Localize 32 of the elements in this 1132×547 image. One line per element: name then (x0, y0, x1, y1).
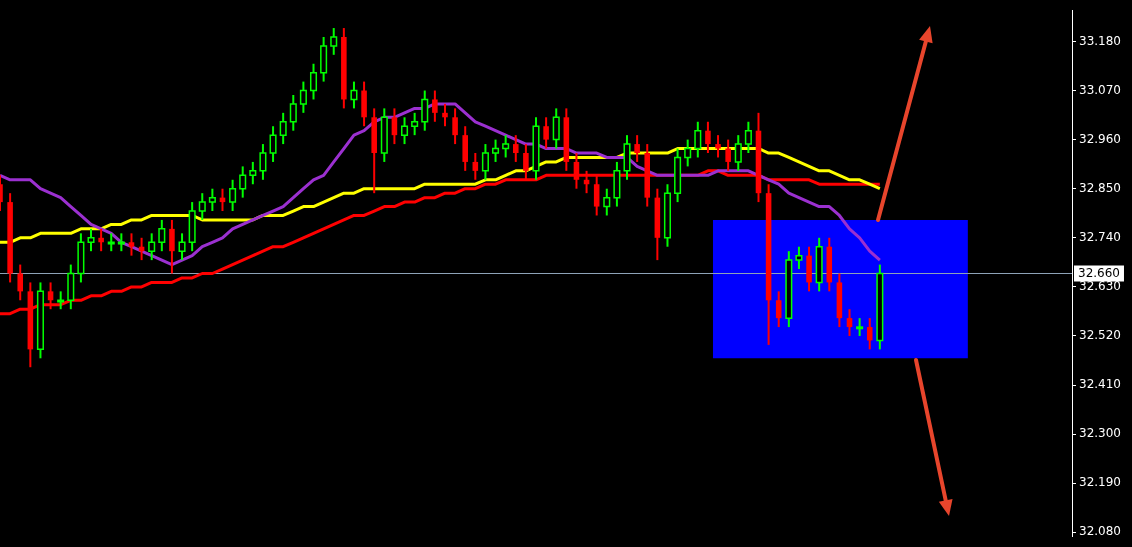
candlestick (47, 281, 54, 311)
candlestick (543, 116, 549, 150)
candlestick (169, 218, 175, 275)
candlestick (866, 317, 873, 351)
ref-line-label: 32.660 (1078, 265, 1120, 280)
y-tick-label: 33.180 (1079, 33, 1121, 48)
candlestick (472, 152, 479, 181)
y-tick-label: 32.300 (1079, 426, 1121, 441)
candlestick (128, 232, 135, 257)
y-tick-label: 32.630 (1079, 279, 1121, 294)
candlestick (846, 308, 853, 337)
candlestick (715, 134, 721, 159)
candlestick (593, 174, 600, 217)
candlestick (775, 290, 782, 329)
y-tick-label: 32.960 (1079, 131, 1121, 146)
y-tick-label: 32.410 (1079, 377, 1121, 392)
candlestick (705, 120, 711, 155)
y-tick-label: 32.080 (1079, 524, 1121, 539)
y-tick-label: 33.070 (1079, 82, 1121, 97)
y-tick-label: 32.850 (1079, 180, 1121, 195)
candlestick (452, 107, 458, 146)
candlestick (391, 107, 398, 146)
candlestick (98, 227, 104, 253)
candlestick (512, 134, 519, 163)
candlestick (432, 89, 438, 123)
y-tick-label: 32.190 (1079, 475, 1121, 490)
candlestick (725, 138, 731, 172)
y-tick-label: 32.520 (1079, 328, 1121, 343)
y-tick-label: 32.740 (1079, 229, 1121, 244)
candlestick (17, 263, 24, 302)
candlestick (634, 134, 640, 163)
candlestick (442, 102, 448, 128)
